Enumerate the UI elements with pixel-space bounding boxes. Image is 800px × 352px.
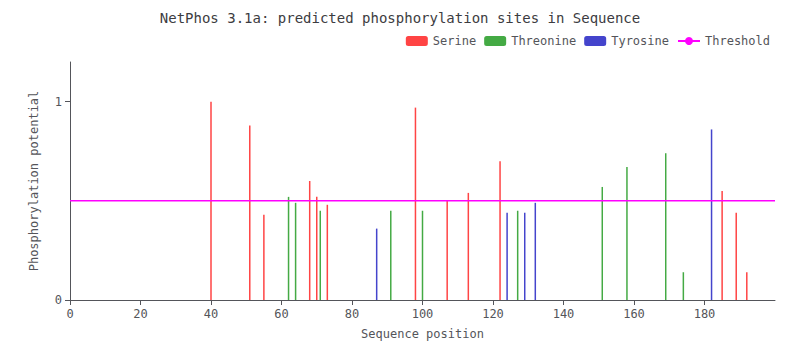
svg-text:Serine: Serine (433, 34, 476, 48)
svg-text:60: 60 (274, 307, 288, 321)
svg-text:Threshold: Threshold (705, 34, 770, 48)
svg-text:0: 0 (55, 293, 62, 307)
svg-text:NetPhos 3.1a: predicted phosph: NetPhos 3.1a: predicted phosphorylation … (160, 10, 640, 26)
svg-text:Tyrosine: Tyrosine (611, 34, 669, 48)
svg-text:180: 180 (694, 307, 716, 321)
svg-text:Sequence position: Sequence position (361, 327, 484, 341)
svg-text:Phosphorylation potential: Phosphorylation potential (27, 91, 41, 272)
svg-text:40: 40 (204, 307, 218, 321)
svg-text:1: 1 (55, 95, 62, 109)
svg-text:80: 80 (345, 307, 359, 321)
svg-text:20: 20 (133, 307, 147, 321)
svg-text:120: 120 (482, 307, 504, 321)
svg-text:140: 140 (553, 307, 575, 321)
svg-text:160: 160 (623, 307, 645, 321)
svg-text:100: 100 (412, 307, 434, 321)
svg-text:0: 0 (66, 307, 73, 321)
svg-text:Threonine: Threonine (511, 34, 576, 48)
